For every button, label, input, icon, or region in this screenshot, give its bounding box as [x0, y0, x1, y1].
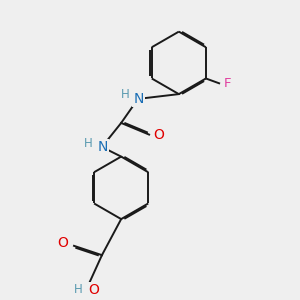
- Text: F: F: [224, 77, 231, 90]
- Text: H: H: [120, 88, 129, 101]
- Text: O: O: [154, 128, 165, 142]
- Text: N: N: [133, 92, 144, 106]
- Text: H: H: [74, 284, 82, 296]
- Text: O: O: [88, 283, 99, 297]
- Text: O: O: [58, 236, 68, 250]
- Text: H: H: [84, 137, 93, 150]
- Text: N: N: [97, 140, 108, 154]
